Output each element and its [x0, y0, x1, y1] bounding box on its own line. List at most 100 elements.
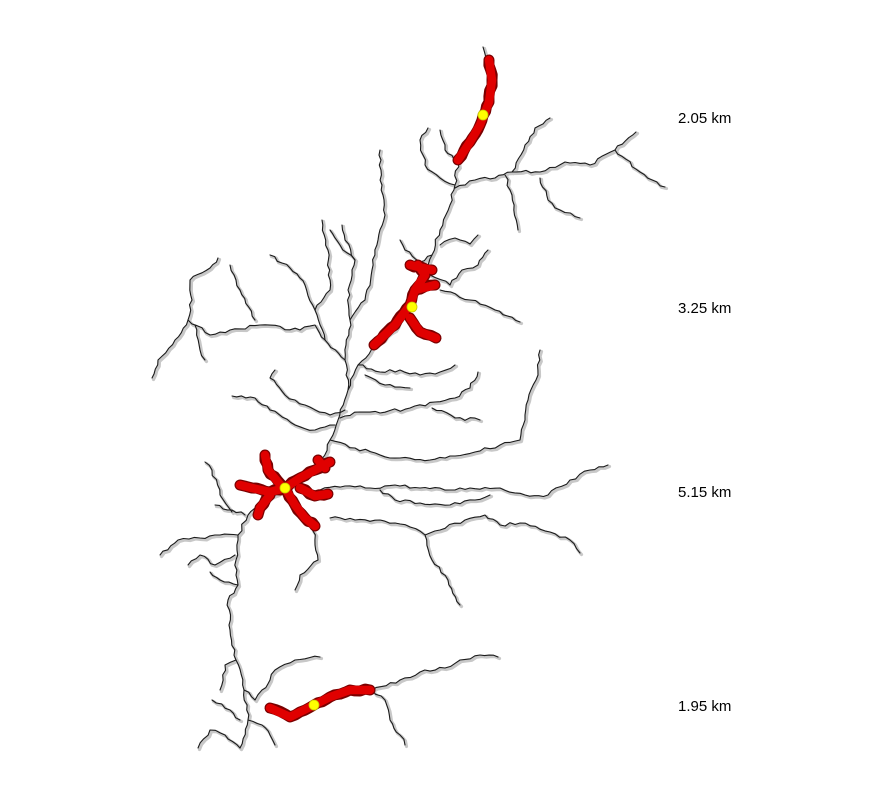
- stream-shadow-35: [159, 534, 242, 559]
- highlight-reach-2: [369, 260, 430, 350]
- stream-segment-31: [379, 489, 491, 506]
- stream-segment-15: [349, 149, 386, 321]
- highlight-reach-10: [253, 490, 275, 520]
- stream-segment-38: [204, 461, 233, 513]
- stream-segment-12: [439, 289, 521, 323]
- highlighted-reaches: [234, 54, 498, 723]
- highlight-reach-3: [405, 260, 437, 275]
- highlight-reach-5: [405, 313, 441, 343]
- stream-shadow-27: [269, 369, 349, 419]
- site-point-2: [406, 301, 418, 313]
- stream-segment-2: [454, 131, 637, 189]
- stream-segment-18: [151, 319, 189, 379]
- stream-shadow-29: [329, 349, 544, 464]
- stream-segment-43: [247, 719, 276, 746]
- stream-shadow-26: [431, 407, 484, 424]
- stream-shadow-33: [424, 534, 464, 609]
- stream-shadow-5: [504, 174, 522, 234]
- stream-segment-9: [399, 239, 433, 263]
- stream-shadow-19: [229, 264, 259, 324]
- stream-segment-46: [211, 699, 241, 721]
- stream-segment-25: [339, 371, 479, 419]
- stream-shadow-3: [614, 149, 669, 191]
- stream-segment-35: [159, 533, 239, 556]
- stream-segment-22: [329, 229, 356, 261]
- stream-shadow-4: [511, 117, 554, 176]
- stream-shadow-31: [379, 489, 494, 509]
- stream-shadow-2: [454, 131, 640, 192]
- stream-shadow-7: [419, 127, 459, 189]
- stream-segment-41: [269, 654, 499, 713]
- stream-segment-23: [357, 364, 456, 376]
- stream-network-shadow: [151, 46, 669, 752]
- site-point-1: [477, 109, 489, 121]
- stream-shadow-30: [319, 464, 612, 500]
- stream-shadow-16: [187, 319, 329, 344]
- stream-segment-26: [431, 407, 481, 421]
- stream-segment-39: [214, 504, 246, 516]
- stream-shadow-44: [197, 729, 244, 752]
- stream-segment-44: [197, 729, 241, 749]
- stream-shadow-20: [194, 324, 209, 364]
- highlight-reach-6: [260, 450, 288, 493]
- highlight-reach-11: [280, 483, 320, 531]
- stream-segment-29: [329, 349, 541, 462]
- distance-label-site-2: 3.25 km: [678, 300, 732, 317]
- stream-segment-11: [429, 249, 489, 286]
- stream-segment-24: [364, 374, 411, 389]
- site-point-3: [279, 482, 291, 494]
- highlight-reach-12: [295, 483, 333, 501]
- highlight-reach-8: [313, 455, 330, 473]
- stream-shadow-32: [329, 514, 584, 557]
- stream-network: [151, 46, 666, 749]
- stream-shadow-1: [227, 46, 494, 752]
- distance-label-site-1: 2.05 km: [678, 110, 732, 127]
- stream-shadow-14: [269, 254, 349, 364]
- stream-segment-20: [194, 324, 206, 361]
- stream-shadow-17: [187, 257, 222, 324]
- stream-segment-7: [419, 127, 456, 186]
- stream-segment-42: [371, 689, 406, 746]
- stream-shadow-11: [429, 249, 492, 289]
- stream-segment-1: [226, 46, 491, 749]
- stream-segment-6: [539, 177, 581, 219]
- distance-label-site-4: 1.95 km: [678, 698, 732, 715]
- stream-segment-28: [231, 395, 336, 431]
- stream-segment-21: [314, 219, 332, 311]
- stream-shadow-37: [209, 571, 242, 589]
- highlight-reach-9: [235, 480, 290, 497]
- stream-segment-10: [439, 234, 479, 246]
- stream-segment-32: [329, 514, 581, 554]
- stream-shadow-24: [364, 374, 414, 392]
- stream-segment-14: [269, 254, 346, 361]
- stream-segment-19: [229, 264, 256, 321]
- stream-segment-16: [187, 319, 326, 341]
- stream-segment-4: [511, 117, 551, 173]
- stream-segment-40: [243, 655, 321, 701]
- stream-shadow-18: [151, 319, 192, 382]
- highlight-reach-13: [265, 685, 375, 722]
- stream-shadow-12: [439, 289, 524, 326]
- stream-segment-17: [187, 257, 219, 321]
- stream-shadow-45: [219, 659, 240, 694]
- stream-segment-45: [219, 659, 237, 691]
- stream-shadow-21: [314, 219, 334, 314]
- stream-shadow-34: [294, 519, 322, 594]
- stream-shadow-13: [341, 224, 359, 394]
- stream-segment-37: [209, 571, 239, 586]
- stream-segment-5: [504, 174, 519, 231]
- stream-segment-36: [187, 554, 236, 566]
- stream-segment-27: [269, 369, 346, 416]
- stream-shadow-40: [243, 656, 324, 704]
- stream-segment-33: [424, 534, 461, 606]
- stream-segment-3: [614, 149, 666, 188]
- stream-segment-30: [319, 464, 609, 498]
- stream-segment-34: [294, 519, 319, 591]
- stream-shadow-10: [439, 234, 482, 249]
- stream-segment-13: [341, 224, 356, 391]
- stream-shadow-23: [357, 364, 459, 379]
- stream-shadow-25: [339, 371, 482, 422]
- distance-label-site-3: 5.15 km: [678, 484, 732, 501]
- highlight-reach-4: [410, 280, 440, 295]
